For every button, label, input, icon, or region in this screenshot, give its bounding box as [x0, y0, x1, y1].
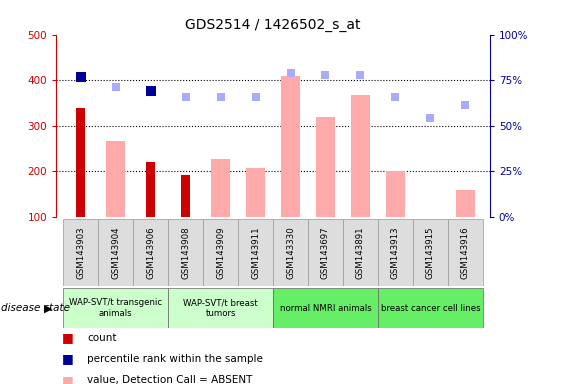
- Text: GSM143911: GSM143911: [251, 226, 260, 279]
- Text: disease state: disease state: [1, 303, 70, 313]
- Text: GSM143697: GSM143697: [321, 226, 330, 279]
- Bar: [168, 219, 203, 286]
- Text: GSM143913: GSM143913: [391, 226, 400, 279]
- Bar: [351, 95, 370, 217]
- Bar: [77, 108, 85, 217]
- Bar: [343, 219, 378, 286]
- Bar: [413, 219, 448, 286]
- Bar: [63, 288, 168, 328]
- Bar: [106, 141, 126, 217]
- Bar: [146, 162, 155, 217]
- Text: GSM143916: GSM143916: [461, 226, 470, 279]
- Bar: [203, 219, 238, 286]
- Text: GSM143330: GSM143330: [286, 226, 295, 279]
- Text: value, Detection Call = ABSENT: value, Detection Call = ABSENT: [87, 375, 253, 384]
- Bar: [211, 159, 230, 217]
- Text: GSM143915: GSM143915: [426, 226, 435, 279]
- Bar: [133, 219, 168, 286]
- Bar: [273, 288, 378, 328]
- Text: percentile rank within the sample: percentile rank within the sample: [87, 354, 263, 364]
- Bar: [378, 219, 413, 286]
- Text: ■: ■: [62, 374, 74, 384]
- Text: GSM143906: GSM143906: [146, 226, 155, 279]
- Bar: [448, 219, 483, 286]
- Bar: [181, 175, 190, 217]
- Bar: [316, 117, 335, 217]
- Title: GDS2514 / 1426502_s_at: GDS2514 / 1426502_s_at: [185, 18, 361, 32]
- Text: GSM143891: GSM143891: [356, 226, 365, 279]
- Bar: [238, 219, 273, 286]
- Bar: [386, 171, 405, 217]
- Bar: [273, 219, 308, 286]
- Text: WAP-SVT/t breast
tumors: WAP-SVT/t breast tumors: [183, 298, 258, 318]
- Bar: [246, 168, 265, 217]
- Text: ■: ■: [62, 331, 74, 344]
- Bar: [378, 288, 483, 328]
- Text: count: count: [87, 333, 117, 343]
- Text: GSM143903: GSM143903: [76, 226, 85, 279]
- Text: breast cancer cell lines: breast cancer cell lines: [381, 304, 480, 313]
- Text: GSM143909: GSM143909: [216, 226, 225, 279]
- Text: ■: ■: [62, 353, 74, 366]
- Text: GSM143908: GSM143908: [181, 226, 190, 279]
- Text: GSM143904: GSM143904: [111, 226, 120, 279]
- Bar: [281, 76, 300, 217]
- Bar: [308, 219, 343, 286]
- Bar: [99, 219, 133, 286]
- Text: normal NMRI animals: normal NMRI animals: [280, 304, 372, 313]
- Text: WAP-SVT/t transgenic
animals: WAP-SVT/t transgenic animals: [69, 298, 162, 318]
- Bar: [168, 288, 273, 328]
- Bar: [455, 190, 475, 217]
- Bar: [63, 219, 99, 286]
- Text: ▶: ▶: [43, 303, 52, 313]
